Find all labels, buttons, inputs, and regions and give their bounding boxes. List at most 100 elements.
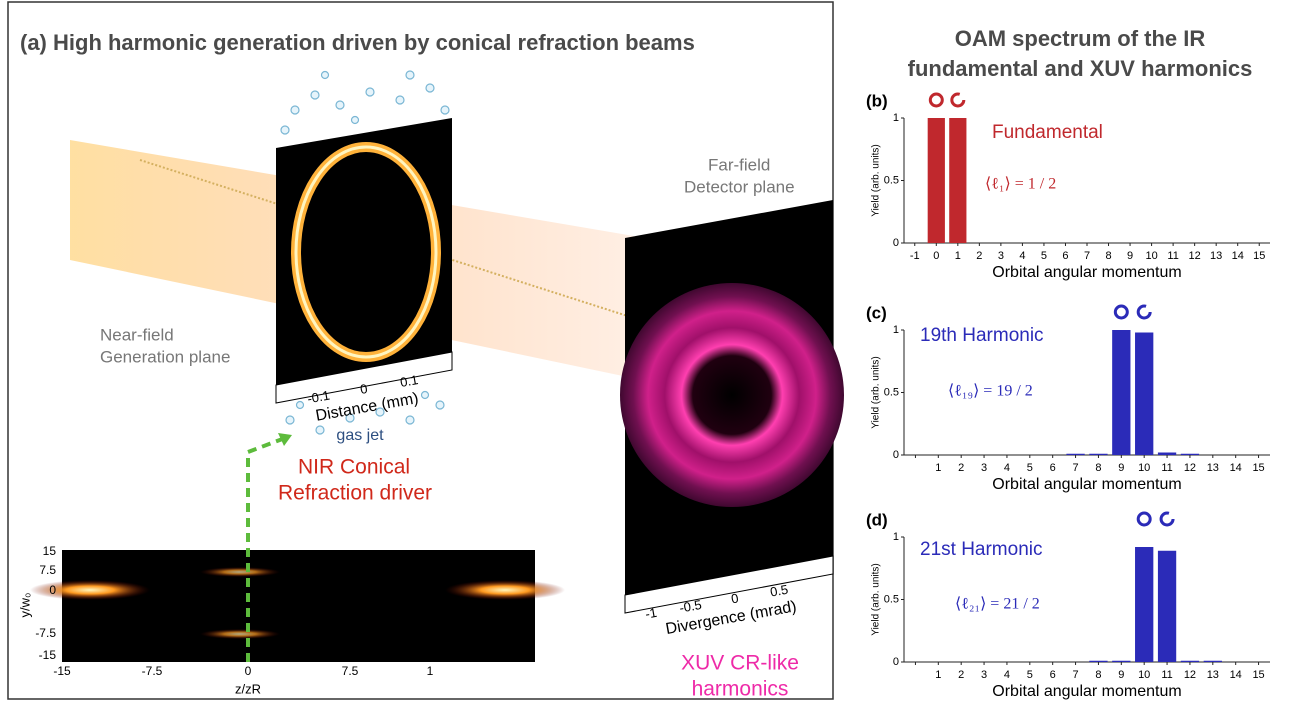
x-tick-label: 4	[1019, 250, 1025, 262]
x-axis-label: Orbital angular momentum	[992, 476, 1181, 493]
x-tick-label: 3	[981, 462, 987, 474]
x-tick-label: 3	[981, 669, 987, 681]
heatmap-xtick: -7.5	[142, 664, 163, 678]
bar	[1089, 454, 1107, 455]
header-title: OAM spectrum of the IR	[955, 26, 1206, 51]
y-tick-label: 1	[893, 112, 899, 124]
driver-arrow	[248, 438, 285, 452]
y-tick-label: 0.5	[884, 174, 899, 186]
formula: ⟨ℓ₁⟩ = 1 / 2	[985, 176, 1056, 193]
x-tick-label: 8	[1095, 669, 1101, 681]
y-tick-label: 0	[893, 237, 899, 249]
heatmap-xlabel: z/zR	[235, 681, 261, 696]
bar	[1112, 330, 1130, 455]
x-tick-label: 7	[1073, 462, 1079, 474]
near-field-label: Near-field	[100, 325, 174, 344]
x-tick-label: 10	[1138, 669, 1150, 681]
y-tick-label: 1	[893, 324, 899, 336]
panel-label: (d)	[866, 510, 888, 529]
far-field-pattern	[620, 283, 844, 507]
bar	[1135, 547, 1153, 662]
y-axis-label: Yield (arb. units)	[871, 356, 882, 428]
x-tick-label: 9	[1118, 669, 1124, 681]
heatmap-ytick: 7.5	[39, 563, 56, 577]
oam-icon	[1138, 513, 1150, 525]
bar	[928, 118, 945, 243]
bar	[1181, 661, 1199, 662]
oam-icon	[952, 94, 964, 106]
x-tick-label: 14	[1232, 250, 1244, 262]
x-tick-label: 1	[955, 250, 961, 262]
x-tick-label: 11	[1161, 462, 1172, 474]
far-tick: 0.5	[769, 582, 789, 600]
x-tick-label: 15	[1253, 250, 1265, 262]
near-tick: -0.1	[306, 388, 331, 407]
oam-icon	[1161, 513, 1173, 525]
x-tick-label: 9	[1127, 250, 1133, 262]
panel-title: (a) High harmonic generation driven by c…	[20, 30, 695, 55]
x-tick-label: 9	[1118, 462, 1124, 474]
x-tick-label: 4	[1004, 462, 1010, 474]
figure: (a) High harmonic generation driven by c…	[0, 0, 1301, 707]
x-axis-label: Orbital angular momentum	[992, 264, 1181, 281]
formula: ⟨ℓ₂₁⟩ = 21 / 2	[955, 596, 1040, 613]
oam-icon	[930, 94, 942, 106]
bar	[1112, 661, 1130, 662]
x-tick-label: 7	[1073, 669, 1079, 681]
x-tick-label: 11	[1161, 669, 1172, 681]
formula: ⟨ℓ₁₉⟩ = 19 / 2	[948, 383, 1033, 400]
bar	[1181, 454, 1199, 455]
header-title: fundamental and XUV harmonics	[908, 56, 1253, 81]
bar	[1158, 453, 1176, 456]
panel-label: (b)	[866, 91, 888, 110]
driver-label: Refraction driver	[278, 482, 432, 505]
x-tick-label: 12	[1189, 250, 1201, 262]
heatmap-ytick: -7.5	[35, 626, 56, 640]
near-field-label: Generation plane	[100, 347, 230, 366]
x-tick-label: 13	[1207, 669, 1219, 681]
y-tick-label: 0	[893, 656, 899, 668]
x-tick-label: 2	[976, 250, 982, 262]
y-axis-label: Yield (arb. units)	[871, 144, 882, 216]
heatmap	[62, 550, 535, 662]
heatmap-glow	[200, 629, 280, 639]
heatmap-glow	[200, 567, 280, 577]
heatmap-xtick: 0	[245, 664, 252, 678]
heatmap-xtick: 7.5	[342, 664, 359, 678]
x-tick-label: 2	[958, 669, 964, 681]
near-field-panel	[276, 118, 452, 385]
driver-label: NIR Conical	[298, 456, 410, 479]
x-tick-label: 8	[1105, 250, 1111, 262]
x-tick-label: 1	[935, 669, 941, 681]
y-tick-label: 0.5	[884, 593, 899, 605]
x-tick-label: 10	[1138, 462, 1150, 474]
x-axis-label: Orbital angular momentum	[992, 683, 1181, 700]
far-tick: -0.5	[678, 597, 703, 616]
far-tick: 0	[730, 590, 740, 606]
heatmap-ytick: 15	[43, 544, 57, 558]
bar	[1158, 551, 1176, 662]
x-tick-label: 6	[1062, 250, 1068, 262]
heatmap-ylabel: y/w₀	[17, 593, 32, 618]
x-tick-label: 15	[1252, 462, 1264, 474]
x-tick-label: 5	[1041, 250, 1047, 262]
gas-jet-label: gas jet	[336, 427, 384, 444]
harmonics-label: harmonics	[692, 678, 789, 701]
oam-icon	[1138, 306, 1150, 318]
x-tick-label: 4	[1004, 669, 1010, 681]
annotation: 19th Harmonic	[920, 325, 1044, 346]
annotation: 21st Harmonic	[920, 539, 1043, 560]
bar	[1135, 333, 1153, 456]
x-tick-label: 10	[1145, 250, 1157, 262]
x-tick-label: 6	[1050, 462, 1056, 474]
x-tick-label: 13	[1207, 462, 1219, 474]
bar	[949, 118, 966, 243]
x-tick-label: 12	[1184, 669, 1196, 681]
bar	[1089, 661, 1107, 662]
heatmap-ytick: 0	[49, 583, 56, 597]
panel-label: (c)	[866, 303, 887, 322]
x-tick-label: 5	[1027, 462, 1033, 474]
near-tick: 0.1	[399, 372, 419, 390]
x-tick-label: 8	[1095, 462, 1101, 474]
x-tick-label: 14	[1230, 669, 1242, 681]
